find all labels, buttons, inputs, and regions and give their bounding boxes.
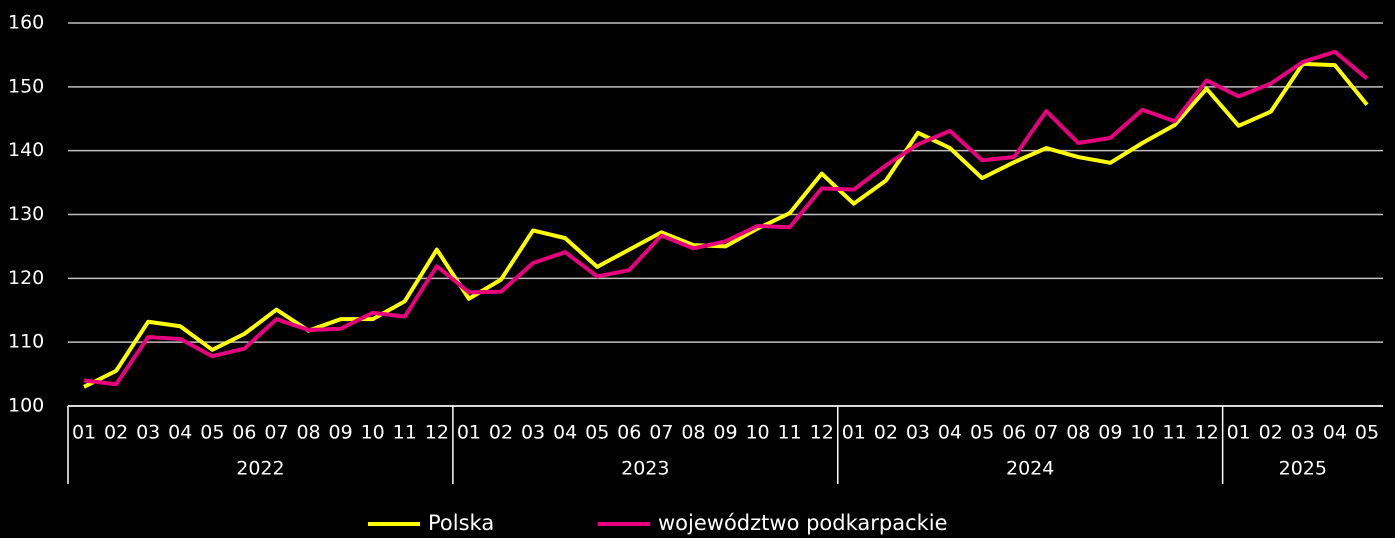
x-tick-label: 02 (104, 422, 128, 444)
x-tick-label: 02 (874, 422, 898, 444)
year-label: 2023 (621, 458, 669, 480)
x-tick-label: 02 (489, 422, 513, 444)
x-tick-label: 03 (136, 422, 160, 444)
series-line (83, 61, 1369, 389)
x-tick-label: 10 (1130, 422, 1154, 444)
x-tick-label: 05 (585, 422, 609, 444)
x-tick-label: 11 (393, 422, 417, 444)
x-tick-label: 06 (1002, 422, 1026, 444)
x-tick-label: 07 (1034, 422, 1058, 444)
year-label: 2025 (1279, 458, 1327, 480)
x-tick-label: 05 (200, 422, 224, 444)
x-tick-label: 06 (617, 422, 641, 444)
y-tick-label: 130 (8, 203, 44, 225)
series-line (83, 49, 1369, 387)
x-tick-label: 04 (168, 422, 192, 444)
x-tick-label: 05 (1355, 422, 1379, 444)
y-tick-label: 160 (8, 12, 44, 34)
y-tick-label: 150 (8, 75, 44, 97)
legend-label: województwo podkarpackie (658, 511, 948, 535)
x-tick-label: 05 (970, 422, 994, 444)
year-label: 2022 (236, 458, 284, 480)
x-tick-label: 08 (1066, 422, 1090, 444)
x-tick-label: 11 (778, 422, 802, 444)
x-tick-label: 03 (521, 422, 545, 444)
x-tick-label: 07 (649, 422, 673, 444)
year-label: 2024 (1006, 458, 1054, 480)
x-tick-label: 01 (72, 422, 96, 444)
x-tick-label: 10 (361, 422, 385, 444)
x-tick-label: 06 (232, 422, 256, 444)
x-tick-label: 09 (1098, 422, 1122, 444)
x-tick-label: 08 (681, 422, 705, 444)
x-tick-label: 10 (745, 422, 769, 444)
x-tick-label: 03 (906, 422, 930, 444)
x-tick-label: 01 (1227, 422, 1251, 444)
x-tick-label: 11 (1162, 422, 1186, 444)
x-tick-label: 04 (1323, 422, 1347, 444)
x-tick-label: 02 (1259, 422, 1283, 444)
x-tick-label: 04 (938, 422, 962, 444)
y-tick-label: 110 (8, 331, 44, 353)
x-tick-label: 12 (810, 422, 834, 444)
x-tick-label: 12 (1195, 422, 1219, 444)
y-tick-label: 120 (8, 267, 44, 289)
legend-label: Polska (428, 511, 494, 535)
x-tick-label: 12 (425, 422, 449, 444)
x-tick-label: 07 (264, 422, 288, 444)
x-tick-label: 04 (553, 422, 577, 444)
x-tick-label: 09 (713, 422, 737, 444)
x-tick-label: 01 (457, 422, 481, 444)
y-tick-label: 100 (8, 395, 44, 417)
y-tick-label: 140 (8, 139, 44, 161)
x-tick-label: 01 (842, 422, 866, 444)
x-tick-label: 03 (1291, 422, 1315, 444)
x-tick-label: 08 (296, 422, 320, 444)
x-tick-label: 09 (329, 422, 353, 444)
